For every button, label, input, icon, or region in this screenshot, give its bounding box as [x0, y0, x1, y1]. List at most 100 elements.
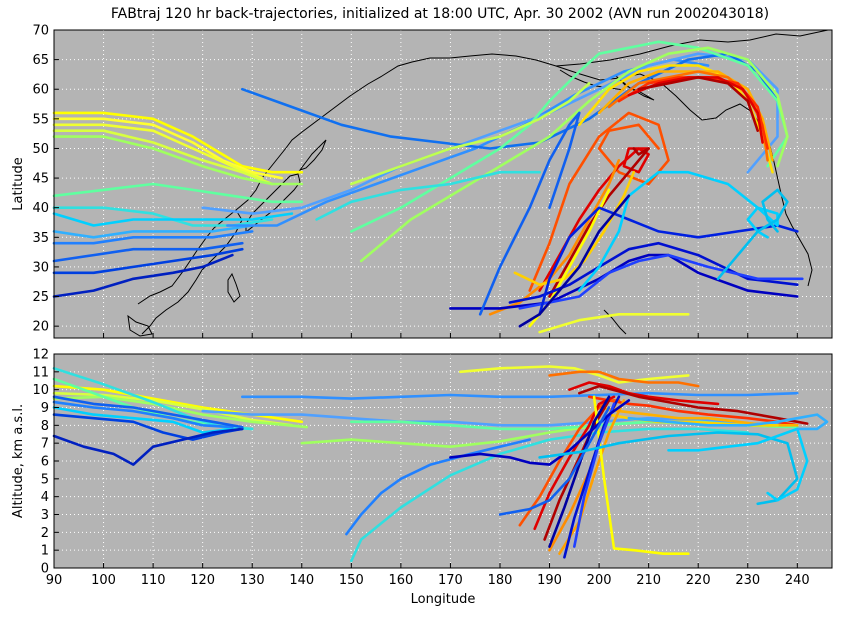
x-tick-label: 180 [488, 573, 513, 588]
alt-trajectory-32 [572, 402, 616, 548]
x-tick-label: 220 [686, 573, 711, 588]
x-tick-label: 150 [339, 573, 364, 588]
x-tick-label: 140 [289, 573, 314, 588]
x-tick-label: 120 [190, 573, 215, 588]
x-tick-label: 230 [735, 573, 760, 588]
map-trajectory-2 [52, 117, 284, 180]
map-panel: 20 25 30 35 40 45 50 55 60 65 70 Latitude [11, 24, 833, 339]
alt-trajectory-7 [52, 400, 234, 429]
map-trajectory-17 [349, 40, 789, 233]
chart-title: FABtraj 120 hr back-trajectories, initia… [111, 6, 769, 22]
x-tick-label: 170 [438, 573, 463, 588]
alt-trajectory-36 [667, 427, 809, 502]
alt-trajectory-11 [241, 391, 799, 400]
x-tick-label: 200 [587, 573, 612, 588]
alt-trajectory-20 [577, 384, 809, 425]
map-trajectory-12 [52, 247, 244, 275]
map-trajectory-4 [52, 129, 274, 186]
alt-trajectory-15 [349, 427, 750, 563]
altitude-x-tick-labels: 90 100 110 120 130 140 150 160 170 180 190 200 210 22… [46, 563, 810, 588]
map-trajectory-29 [548, 147, 650, 298]
alt-trajectory-10 [52, 395, 244, 429]
coastline-north-america [555, 65, 813, 287]
y-tick-label: 55 [32, 112, 49, 127]
y-tick-label: 60 [32, 83, 49, 98]
y-tick-label: 4 [41, 490, 49, 505]
y-tick-label: 50 [32, 142, 49, 157]
x-tick-label: 190 [537, 573, 562, 588]
map-trajectory-19 [315, 170, 541, 221]
alt-trajectory-37 [627, 413, 829, 431]
y-tick-label: 1 [41, 544, 49, 559]
map-trajectory-13 [52, 253, 234, 298]
map-trajectory-27 [528, 111, 670, 292]
map-trajectory-36 [538, 206, 799, 316]
map-trajectory-9 [52, 224, 254, 239]
map-trajectory-30 [488, 159, 621, 316]
map-trajectory-10 [52, 230, 254, 245]
map-trajectory-8 [52, 212, 294, 227]
alt-trajectory-28 [558, 399, 626, 556]
map-trajectories [52, 40, 804, 334]
map-frame [53, 29, 833, 339]
map-y-tick-labels: 20 25 30 35 40 45 50 55 60 65 70 [32, 24, 59, 335]
map-trajectory-37 [478, 111, 581, 316]
x-tick-label: 160 [388, 573, 413, 588]
map-trajectory-39 [716, 188, 789, 281]
y-tick-label: 2 [41, 526, 49, 541]
map-trajectory-3 [52, 123, 264, 180]
map-trajectory-38 [577, 170, 779, 292]
map-trajectory-25 [627, 76, 764, 144]
map-trajectory-28 [538, 147, 650, 292]
map-trajectory-6 [52, 182, 304, 204]
coastline-taiwan [227, 272, 241, 303]
map-trajectory-5 [52, 135, 304, 186]
y-tick-label: 7 [41, 437, 49, 452]
map-trajectory-33 [449, 253, 799, 310]
y-tick-label: 70 [32, 24, 49, 39]
alt-trajectory-30 [548, 395, 611, 548]
map-trajectory-20 [349, 82, 591, 186]
map-trajectory-21 [577, 64, 774, 174]
map-trajectory-40 [538, 312, 690, 334]
alt-trajectory-9 [52, 427, 244, 466]
y-tick-label: 11 [32, 365, 49, 380]
coastline-hainan [127, 314, 153, 337]
coastline-japan [245, 173, 301, 234]
y-tick-label: 35 [32, 231, 49, 246]
altitude-trajectories [52, 365, 829, 563]
alt-trajectory-16 [345, 438, 532, 536]
altitude-y-axis-label: Altitude, km a.s.l. [11, 404, 26, 518]
alt-trajectory-12 [201, 409, 799, 427]
x-tick-label: 110 [141, 573, 166, 588]
x-tick-label: 90 [46, 573, 63, 588]
x-tick-label: 130 [240, 573, 265, 588]
y-tick-label: 9 [41, 401, 49, 416]
y-tick-label: 0 [41, 562, 49, 577]
x-tick-label: 100 [91, 573, 116, 588]
map-trajectory-18 [359, 46, 789, 263]
map-trajectory-11 [52, 241, 244, 263]
map-trajectory-1 [52, 111, 304, 174]
y-tick-label: 65 [32, 53, 49, 68]
y-tick-label: 12 [32, 348, 49, 363]
y-tick-label: 5 [41, 472, 49, 487]
map-y-axis-label: Latitude [11, 157, 26, 211]
y-tick-label: 10 [32, 383, 49, 398]
y-tick-label: 45 [32, 172, 49, 187]
alt-trajectory-18 [548, 370, 700, 388]
altitude-x-axis-label: Longitude [411, 592, 476, 607]
alt-trajectory-3 [52, 395, 309, 429]
map-trajectory-26 [637, 76, 760, 132]
y-tick-label: 3 [41, 508, 49, 523]
map-trajectory-34 [508, 241, 799, 304]
alt-trajectory-29 [592, 395, 690, 556]
y-tick-label: 40 [32, 201, 49, 216]
coastline-outline [127, 29, 829, 337]
map-trajectory-35 [518, 253, 804, 310]
alt-trajectory-6 [52, 406, 234, 434]
y-tick-label: 6 [41, 455, 49, 470]
